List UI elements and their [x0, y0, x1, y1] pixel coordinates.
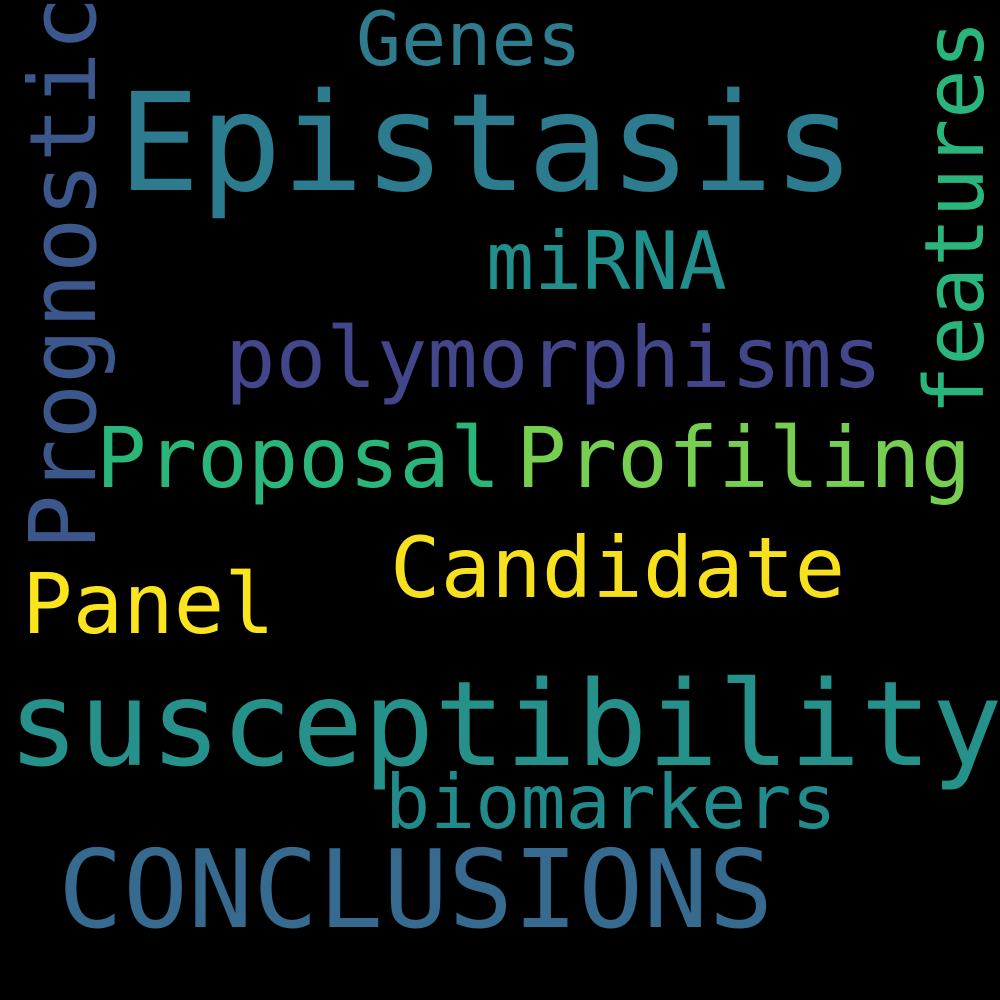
word-mirna: miRNA: [486, 215, 727, 308]
word-susceptibility: susceptibility: [8, 655, 1000, 793]
word-conclusions: CONCLUSIONS: [58, 828, 774, 953]
word-epistasis: Epistasis: [118, 65, 855, 223]
word-polymorphisms: polymorphisms: [225, 309, 883, 407]
word-prognostic: Prognostic: [10, 0, 117, 550]
word-biomarkers: biomarkers: [385, 758, 837, 846]
word-candidate: Candidate: [390, 519, 846, 617]
word-profiling: Profiling: [516, 409, 972, 507]
word-panel: Panel: [22, 555, 275, 653]
word-features: features: [908, 20, 1000, 415]
word-genes: Genes: [356, 0, 582, 83]
word-proposal: Proposal: [96, 409, 501, 507]
